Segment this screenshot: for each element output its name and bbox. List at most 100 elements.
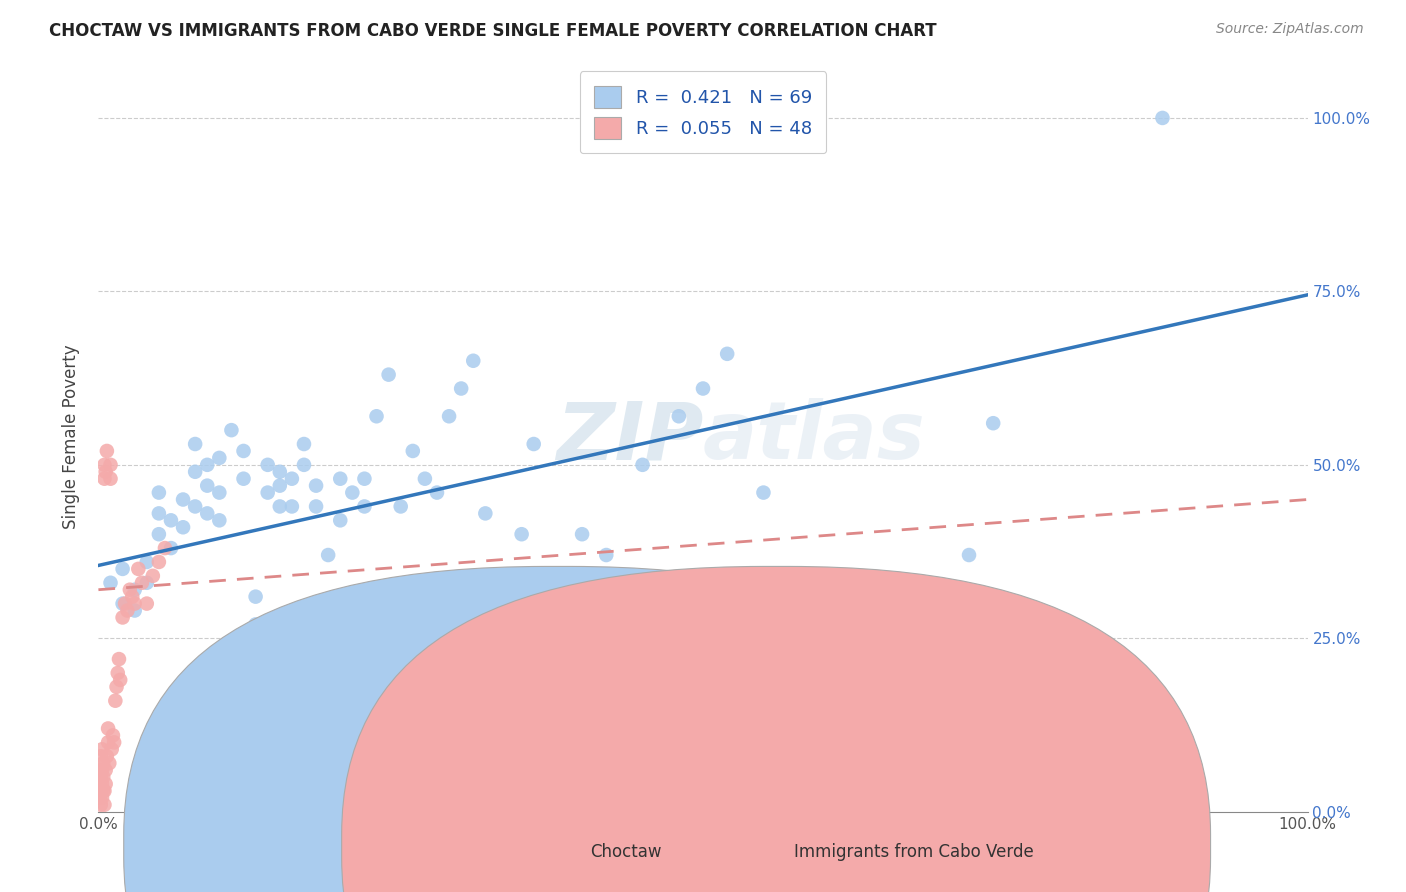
Point bbox=[97, 722, 120, 736]
Point bbox=[89, 777, 111, 791]
Text: Source: ZipAtlas.com: Source: ZipAtlas.com bbox=[1216, 22, 1364, 37]
Point bbox=[148, 555, 170, 569]
Point bbox=[389, 500, 412, 514]
Point bbox=[160, 541, 183, 555]
Point bbox=[124, 597, 146, 611]
Point bbox=[107, 665, 129, 680]
Point bbox=[292, 458, 315, 472]
Point bbox=[117, 603, 139, 617]
Point bbox=[292, 437, 315, 451]
Point bbox=[90, 784, 112, 798]
Point bbox=[692, 382, 714, 396]
Point bbox=[105, 680, 128, 694]
Point bbox=[269, 465, 291, 479]
Point bbox=[91, 790, 114, 805]
Point bbox=[111, 562, 134, 576]
Point bbox=[463, 353, 485, 368]
Point bbox=[366, 409, 388, 424]
Point bbox=[269, 478, 291, 492]
Point bbox=[184, 437, 207, 451]
Point bbox=[153, 541, 176, 555]
Point bbox=[121, 590, 143, 604]
Text: Immigrants from Cabo Verde: Immigrants from Cabo Verde bbox=[794, 843, 1035, 861]
Point bbox=[208, 450, 231, 465]
Point bbox=[90, 749, 112, 764]
Point bbox=[281, 500, 304, 514]
Point bbox=[91, 742, 114, 756]
Point bbox=[96, 749, 118, 764]
Point bbox=[135, 597, 157, 611]
Point bbox=[208, 485, 231, 500]
Point bbox=[100, 458, 122, 472]
Point bbox=[353, 472, 375, 486]
Point bbox=[93, 472, 115, 486]
Point bbox=[281, 472, 304, 486]
Point bbox=[752, 485, 775, 500]
Point bbox=[91, 784, 114, 798]
Point bbox=[172, 520, 194, 534]
Point bbox=[89, 790, 111, 805]
Point bbox=[631, 458, 654, 472]
Point bbox=[981, 416, 1004, 430]
Point bbox=[108, 652, 131, 666]
Point bbox=[96, 444, 118, 458]
Point bbox=[195, 507, 218, 521]
Text: ZIP: ZIP bbox=[555, 398, 703, 476]
Point bbox=[97, 735, 120, 749]
Point bbox=[135, 555, 157, 569]
Point bbox=[269, 500, 291, 514]
Point bbox=[221, 423, 243, 437]
Point bbox=[245, 590, 267, 604]
Point bbox=[305, 500, 328, 514]
Point bbox=[100, 472, 122, 486]
Point bbox=[256, 458, 278, 472]
Text: CHOCTAW VS IMMIGRANTS FROM CABO VERDE SINGLE FEMALE POVERTY CORRELATION CHART: CHOCTAW VS IMMIGRANTS FROM CABO VERDE SI… bbox=[49, 22, 936, 40]
Point bbox=[114, 597, 136, 611]
Point bbox=[413, 472, 436, 486]
Point bbox=[668, 409, 690, 424]
Point bbox=[232, 472, 254, 486]
Point bbox=[103, 735, 125, 749]
Point bbox=[377, 368, 399, 382]
Point bbox=[89, 763, 111, 777]
Point bbox=[342, 485, 364, 500]
Point bbox=[450, 382, 472, 396]
Point bbox=[957, 548, 980, 562]
Legend: R =  0.421   N = 69, R =  0.055   N = 48: R = 0.421 N = 69, R = 0.055 N = 48 bbox=[579, 71, 827, 153]
Point bbox=[184, 465, 207, 479]
Point bbox=[172, 492, 194, 507]
Point bbox=[510, 527, 533, 541]
Point bbox=[195, 478, 218, 492]
Point bbox=[208, 513, 231, 527]
Point bbox=[437, 409, 460, 424]
FancyBboxPatch shape bbox=[342, 566, 1211, 892]
Point bbox=[474, 507, 496, 521]
Point bbox=[111, 610, 134, 624]
Point bbox=[91, 763, 114, 777]
Point bbox=[127, 562, 149, 576]
Point bbox=[329, 472, 352, 486]
Point bbox=[98, 756, 121, 771]
Point bbox=[131, 575, 153, 590]
Point bbox=[184, 500, 207, 514]
Point bbox=[94, 777, 117, 791]
Point bbox=[93, 458, 115, 472]
Point bbox=[329, 513, 352, 527]
Point bbox=[160, 513, 183, 527]
Point bbox=[353, 500, 375, 514]
Point bbox=[148, 507, 170, 521]
Point bbox=[101, 728, 124, 742]
Point bbox=[402, 444, 425, 458]
Point bbox=[1152, 111, 1174, 125]
Point bbox=[124, 603, 146, 617]
Point bbox=[91, 770, 114, 784]
FancyBboxPatch shape bbox=[124, 566, 993, 892]
Point bbox=[595, 548, 617, 562]
Point bbox=[100, 575, 122, 590]
Point bbox=[100, 742, 122, 756]
Point bbox=[91, 756, 114, 771]
Point bbox=[232, 444, 254, 458]
Point bbox=[118, 582, 141, 597]
Point bbox=[195, 458, 218, 472]
Text: atlas: atlas bbox=[703, 398, 925, 476]
